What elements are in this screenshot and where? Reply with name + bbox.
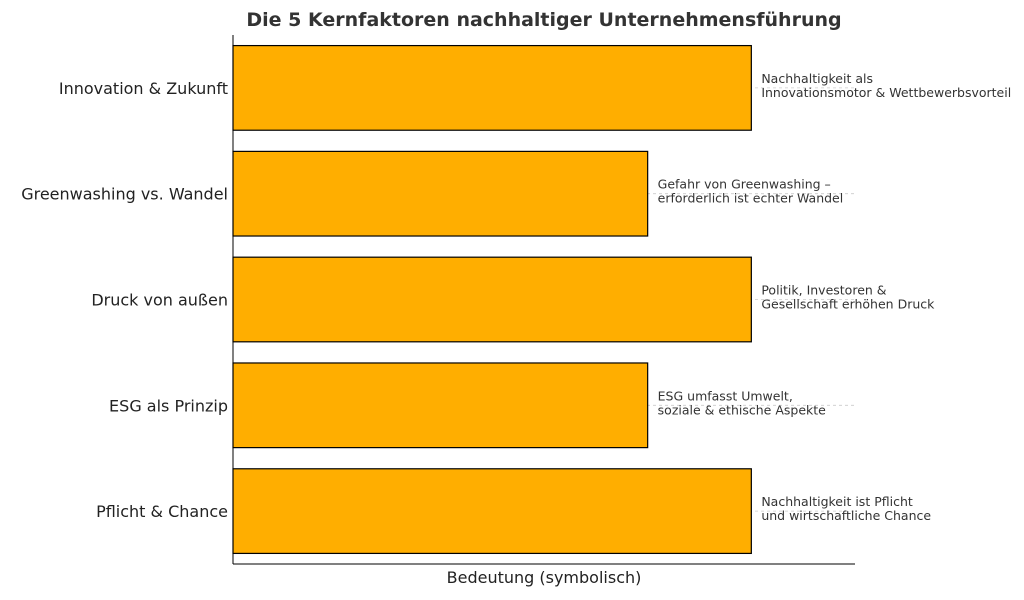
bar-annotation: Nachhaltigkeit als	[761, 71, 873, 86]
y-tick-label: Pflicht & Chance	[96, 502, 228, 521]
bar-annotation: Gefahr von Greenwashing –	[658, 177, 831, 192]
chart-title: Die 5 Kernfaktoren nachhaltiger Unterneh…	[246, 9, 841, 31]
bar	[232, 44, 752, 131]
bar-annotation: und wirtschaftliche Chance	[761, 508, 931, 523]
bar	[232, 256, 752, 343]
y-tick-label: Innovation & Zukunft	[59, 79, 228, 98]
bar-annotation: Nachhaltigkeit ist Pflicht	[761, 494, 913, 509]
bar	[232, 362, 649, 449]
bar-annotation: ESG umfasst Umwelt,	[658, 388, 793, 403]
bar-annotation: Politik, Investoren &	[761, 283, 886, 298]
x-axis-label: Bedeutung (symbolisch)	[447, 568, 642, 587]
bar-annotation: Gesellschaft erhöhen Druck	[761, 297, 935, 312]
y-tick-labels: Innovation & Zukunft Greenwashing vs. Wan…	[21, 79, 228, 521]
bar	[232, 150, 649, 237]
y-tick-label: Druck von außen	[91, 291, 228, 310]
bar-annotation: soziale & ethische Aspekte	[658, 402, 826, 417]
y-tick-label: ESG als Prinzip	[109, 396, 228, 415]
bar-annotation: erforderlich ist echter Wandel	[658, 191, 844, 206]
bars-layer	[232, 44, 752, 555]
y-tick-label: Greenwashing vs. Wandel	[21, 185, 228, 204]
bar	[232, 468, 752, 555]
bar-annotation: Innovationsmotor & Wettbewerbsvorteil	[761, 85, 1011, 100]
